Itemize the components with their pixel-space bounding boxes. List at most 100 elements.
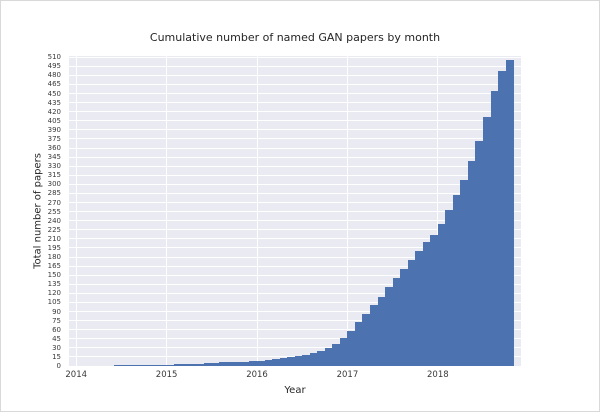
bar xyxy=(422,242,431,366)
bar xyxy=(128,365,137,366)
bar xyxy=(490,90,499,366)
y-tick-label: 45 xyxy=(52,334,61,343)
y-tick-label: 360 xyxy=(47,144,61,153)
y-tick-label: 105 xyxy=(47,298,61,307)
gridline-horizontal xyxy=(69,83,521,85)
bar xyxy=(151,364,160,366)
gridline-horizontal xyxy=(69,274,521,276)
y-tick-label: 60 xyxy=(52,325,61,334)
gridline-horizontal xyxy=(69,211,521,213)
bar xyxy=(196,363,205,366)
gridline-horizontal xyxy=(69,192,521,194)
y-tick-label: 90 xyxy=(52,307,61,316)
y-tick-label: 330 xyxy=(47,162,61,171)
y-tick-label: 480 xyxy=(47,71,61,80)
y-tick-label: 420 xyxy=(47,107,61,116)
gridline-horizontal xyxy=(69,238,521,240)
gridline-vertical xyxy=(437,56,439,366)
gridline-horizontal xyxy=(69,74,521,76)
bar xyxy=(279,358,288,366)
gridline-vertical xyxy=(166,56,168,366)
gridline-horizontal xyxy=(69,156,521,158)
bar xyxy=(136,364,145,366)
gridline-horizontal xyxy=(69,174,521,176)
bar xyxy=(241,361,250,366)
gridline-horizontal xyxy=(69,292,521,294)
y-tick-label: 375 xyxy=(47,134,61,143)
gridline-horizontal xyxy=(69,202,521,204)
bar xyxy=(113,365,122,366)
y-tick-label: 285 xyxy=(47,189,61,198)
bar xyxy=(415,250,424,366)
bar xyxy=(264,359,273,366)
y-tick-label: 15 xyxy=(52,352,61,361)
y-tick-label: 390 xyxy=(47,125,61,134)
y-tick-label: 315 xyxy=(47,171,61,180)
bar xyxy=(467,161,476,366)
y-tick-label: 75 xyxy=(52,316,61,325)
y-tick-label: 510 xyxy=(47,53,61,62)
bar xyxy=(483,116,491,366)
bar xyxy=(505,60,514,366)
bar xyxy=(347,330,356,366)
gridline-horizontal xyxy=(69,301,521,303)
gridline-vertical xyxy=(346,56,348,366)
bar xyxy=(181,364,190,366)
gridline-horizontal xyxy=(69,283,521,285)
bar xyxy=(204,362,213,366)
y-tick-label: 30 xyxy=(52,343,61,352)
bar xyxy=(452,195,461,366)
bar xyxy=(219,362,228,366)
x-axis-label: Year xyxy=(284,385,306,396)
gridline-horizontal xyxy=(69,265,521,267)
bar xyxy=(166,364,175,366)
chart-title: Cumulative number of named GAN papers by… xyxy=(149,31,441,44)
gridline-horizontal xyxy=(69,183,521,185)
bar xyxy=(159,364,168,366)
y-tick-label: 180 xyxy=(47,253,61,262)
gridline-horizontal xyxy=(69,247,521,249)
y-tick-label: 135 xyxy=(47,280,61,289)
gridline-horizontal xyxy=(69,329,521,331)
gridline-horizontal xyxy=(69,311,521,313)
bar xyxy=(437,223,446,366)
bar xyxy=(392,278,401,366)
bar xyxy=(362,313,371,366)
x-tick-label: 2018 xyxy=(427,370,449,380)
y-tick-label: 345 xyxy=(47,153,61,162)
bar xyxy=(249,361,258,366)
gridline-horizontal xyxy=(69,93,521,95)
bar xyxy=(407,260,416,366)
bar xyxy=(332,343,341,366)
bar xyxy=(211,362,220,366)
y-tick-label: 225 xyxy=(47,225,61,234)
bar xyxy=(272,358,281,366)
y-tick-label: 210 xyxy=(47,234,61,243)
bar xyxy=(430,235,439,366)
gridline-horizontal xyxy=(69,147,521,149)
bar xyxy=(445,209,454,366)
gridline-horizontal xyxy=(69,229,521,231)
bar xyxy=(294,355,303,366)
gridline-horizontal xyxy=(69,220,521,222)
bar xyxy=(309,352,318,366)
bar xyxy=(354,322,363,366)
gridline-horizontal xyxy=(69,129,521,131)
gridline-horizontal xyxy=(69,320,521,322)
y-tick-label: 495 xyxy=(47,62,61,71)
y-tick-label: 195 xyxy=(47,243,61,252)
bar xyxy=(121,365,130,366)
x-tick-label: 2015 xyxy=(155,370,178,380)
bar xyxy=(324,348,333,366)
y-tick-label: 300 xyxy=(47,180,61,189)
bar xyxy=(317,350,326,366)
bar xyxy=(257,360,265,366)
x-tick-label: 2017 xyxy=(336,370,359,380)
bar xyxy=(189,363,198,366)
y-tick-label: 450 xyxy=(47,89,61,98)
y-tick-label: 255 xyxy=(47,207,61,216)
x-tick-label: 2016 xyxy=(246,370,268,380)
y-tick-label: 0 xyxy=(56,362,61,370)
gridline-vertical xyxy=(75,56,77,366)
bar xyxy=(385,287,394,366)
